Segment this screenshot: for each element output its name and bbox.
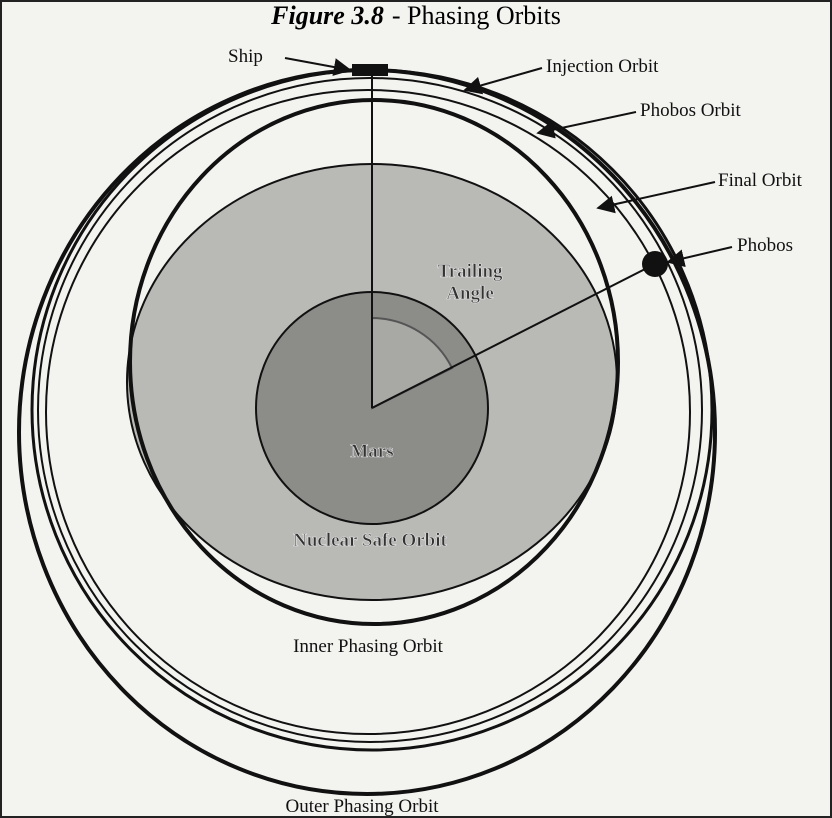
- label: Phobos: [737, 235, 793, 256]
- ship: [352, 64, 388, 76]
- arrow: [463, 67, 543, 95]
- label: Final Orbit: [718, 170, 803, 191]
- label: Phobos Orbit: [640, 100, 742, 121]
- arrow: [596, 181, 716, 214]
- label: Trailing: [437, 261, 503, 282]
- title: Figure 3.8 - Phasing Orbits: [270, 1, 561, 30]
- label: Ship: [228, 46, 263, 67]
- figure-number: Figure 3.8: [270, 1, 384, 30]
- title-text: - Phasing Orbits: [392, 1, 561, 30]
- label: Nuclear Safe Orbit: [293, 530, 447, 551]
- phobos-radius: [371, 263, 656, 409]
- arrow: [284, 57, 352, 76]
- arrow: [536, 111, 637, 139]
- label: Injection Orbit: [546, 56, 659, 77]
- inner-phasing-orbit: [128, 98, 620, 626]
- arrow: [666, 246, 733, 268]
- label: Outer Phasing Orbit: [285, 796, 439, 817]
- label: Inner Phasing Orbit: [293, 636, 444, 657]
- phobos-orbit: [37, 77, 703, 743]
- label: Mars: [350, 441, 393, 462]
- final-orbit: [45, 89, 691, 735]
- phobos: [642, 251, 668, 277]
- label: Angle: [446, 283, 494, 304]
